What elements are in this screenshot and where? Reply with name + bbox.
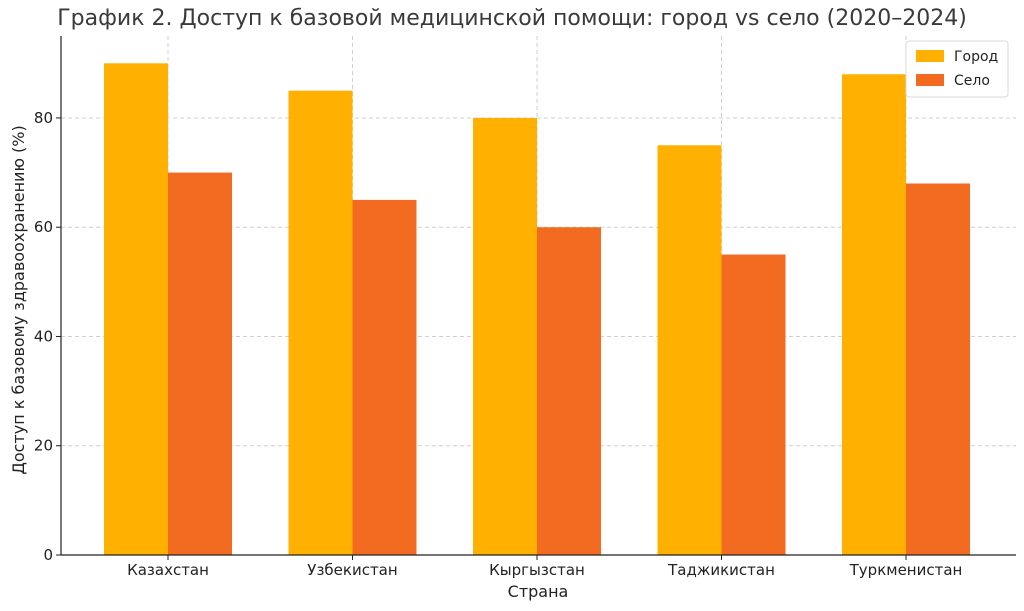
legend-swatch-city [916,50,944,62]
x-tick-label: Туркменистан [849,561,963,579]
y-tick-label: 60 [34,218,53,236]
bar-city-5 [842,74,906,556]
x-tick-label: Таджикистан [667,561,775,579]
x-tick-label: Кыргызстан [489,561,585,579]
x-axis-label: Страна [508,582,569,601]
bar-village-4 [721,254,786,556]
legend-swatch-village [916,74,944,86]
legend-label-village: Село [954,73,990,89]
bar-village-3 [537,227,601,556]
chart-title: График 2. Доступ к базовой медицинской п… [57,6,967,31]
bar-village-5 [906,183,970,556]
x-tick-label: Узбекистан [307,561,397,579]
legend: Город Село [905,40,1009,98]
bar-city-4 [657,145,722,555]
legend-label-city: Город [954,49,998,65]
tick-labels: 0 20 40 60 80 Казахстан Узбекистан Кыргызстан Та… [34,109,962,579]
bar-city-2 [288,90,353,555]
y-tick-label: 40 [34,327,53,345]
bar-village-2 [352,199,417,556]
y-axis-label: Доступ к базовому здравоохранению (%) [9,125,28,474]
axes [56,36,1016,560]
bar-village-1 [168,172,232,555]
y-tick-label: 0 [43,546,53,564]
x-tick-label: Казахстан [127,561,209,579]
bar-city-1 [104,63,168,555]
y-tick-label: 20 [34,437,53,455]
y-tick-label: 80 [34,109,53,127]
bar-city-3 [473,117,537,556]
bars [104,63,970,556]
